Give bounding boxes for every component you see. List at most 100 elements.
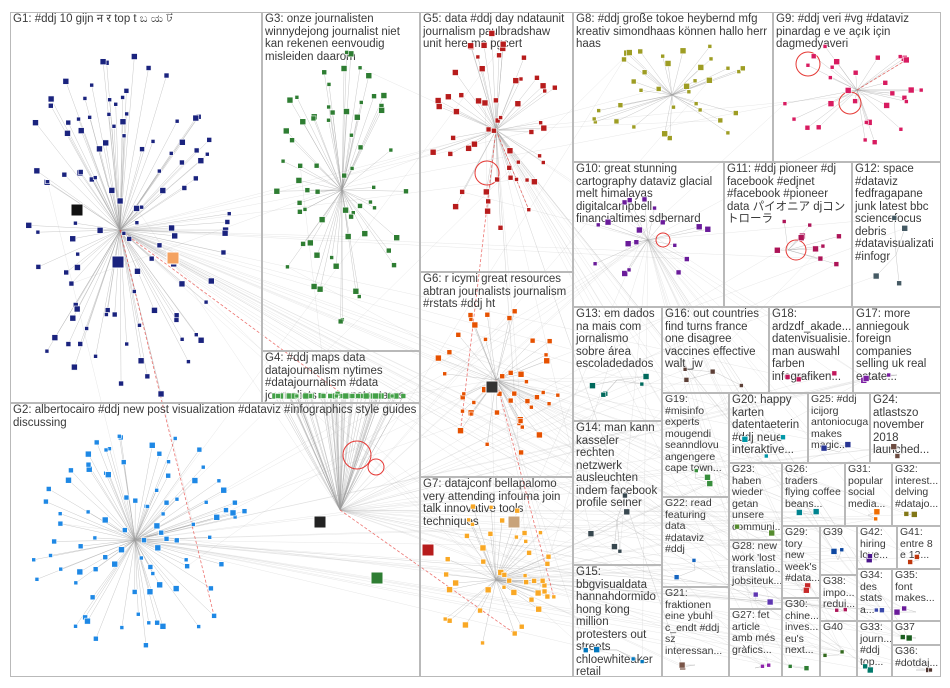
edge <box>495 380 864 581</box>
edge <box>537 239 649 594</box>
self-loop <box>342 440 372 470</box>
edge <box>119 229 189 362</box>
edge <box>647 239 710 484</box>
edge-highlight <box>119 229 215 616</box>
edge <box>134 539 771 603</box>
edge <box>109 448 136 541</box>
edge <box>341 110 382 191</box>
group-label: G16: out countries find turns france one… <box>665 308 759 370</box>
edge <box>134 539 931 671</box>
edge <box>298 180 343 191</box>
edge <box>339 437 784 511</box>
edge <box>439 106 497 131</box>
edge <box>875 254 897 277</box>
edge <box>495 129 525 534</box>
edge <box>332 112 343 191</box>
edge <box>119 213 230 231</box>
edge <box>495 129 592 534</box>
edge <box>671 94 729 134</box>
group-g10: G10: great stunning cartography dataviz … <box>573 162 724 307</box>
edge <box>339 395 353 511</box>
edge <box>495 129 540 157</box>
edge <box>445 579 497 620</box>
edge <box>47 181 136 541</box>
edge <box>119 229 183 340</box>
edge <box>78 119 121 231</box>
edge <box>671 94 697 104</box>
edge <box>793 89 858 120</box>
edge <box>134 539 807 591</box>
edge <box>495 129 931 671</box>
edge <box>671 94 721 121</box>
edge <box>495 579 877 611</box>
edge <box>495 520 503 581</box>
group-g22: G22: read featuring data #dataviz #ddj <box>662 497 729 587</box>
edge <box>787 249 837 265</box>
group-label: G26: traders flying coffee beans... <box>785 463 841 510</box>
edge <box>485 339 497 381</box>
edge <box>134 502 235 541</box>
edge <box>495 385 742 581</box>
edge <box>495 579 683 666</box>
edge <box>339 483 710 511</box>
edge <box>119 229 554 597</box>
group-g39: G39 <box>820 526 857 575</box>
group-g15: G15: bbgvisualdata hannahdormido hong ko… <box>573 565 662 677</box>
edge <box>302 121 343 191</box>
edge <box>495 44 504 131</box>
edge <box>495 127 544 131</box>
group-label: G14: man kann kasseler rechten netzwerk … <box>576 422 658 509</box>
edge <box>744 439 769 448</box>
edge <box>856 59 907 91</box>
group-g25: G25: #ddj icijorg antoniocuga makes magi… <box>808 393 870 463</box>
group-g18: G18: ardzdf_akade... datenvisualisie... … <box>769 307 853 393</box>
edge <box>495 579 877 611</box>
edge <box>495 129 640 231</box>
edge <box>341 95 385 191</box>
group-g33: G33: journ... #ddj top... <box>857 621 892 677</box>
edge <box>134 453 160 541</box>
group-label: G5: data #ddj day ndataunit journalism p… <box>423 13 565 50</box>
edge <box>296 395 341 511</box>
edge <box>495 103 519 131</box>
edge <box>341 189 375 209</box>
edge <box>134 509 227 541</box>
edge <box>339 242 637 511</box>
edge <box>87 539 136 622</box>
edge <box>134 539 188 567</box>
edge <box>280 395 341 511</box>
edge <box>616 379 642 385</box>
edge <box>647 222 663 241</box>
edge <box>105 142 121 231</box>
edge <box>223 239 649 491</box>
edge <box>895 228 905 256</box>
edge <box>448 96 497 131</box>
edge <box>295 395 497 581</box>
edge <box>119 229 687 260</box>
edge <box>647 239 756 595</box>
edge <box>339 509 842 550</box>
group-label: G22: read featuring data #dataviz #ddj <box>665 497 712 555</box>
group-label: G15: bbgvisualdata hannahdormido hong ko… <box>576 566 656 677</box>
edge <box>134 475 169 541</box>
edge <box>495 379 549 557</box>
edge <box>647 239 911 563</box>
group-g41: G41: entre 8 e 12... <box>897 526 941 569</box>
edge <box>331 189 343 258</box>
group-g32: G32: interest... delving #datajo... <box>892 463 941 526</box>
edge <box>86 229 121 329</box>
edge <box>616 376 647 381</box>
self-loop <box>474 160 500 186</box>
edge <box>495 129 843 652</box>
edge <box>495 579 843 653</box>
edge <box>341 75 370 191</box>
group-g11: G11: #ddj pioneer #dj facebook #edjnet #… <box>724 162 852 307</box>
group-label: G41: entre 8 e 12... <box>900 526 933 561</box>
edge <box>495 379 543 581</box>
group-label: G40 <box>823 621 843 633</box>
edge <box>134 378 867 541</box>
edge <box>595 94 673 123</box>
group-label: G13: em dados na mais com jornalismo sob… <box>576 308 655 370</box>
group-label: G25: #ddj icijorg antoniocuga makes magi… <box>811 393 869 451</box>
